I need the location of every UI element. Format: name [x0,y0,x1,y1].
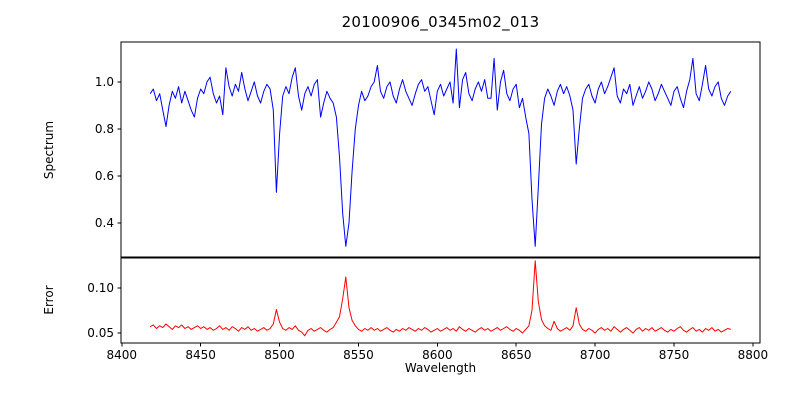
x-tick-label: 8500 [264,348,295,362]
axes-frames [120,41,761,344]
x-axis-label: Wavelength [404,361,477,375]
spectrum-line [149,48,732,247]
y-axis-label-error: Error [42,285,56,315]
x-tick-label: 8400 [107,348,138,362]
y-axis-label-spectrum: Spectrum [42,120,56,180]
x-tick-label: 8550 [343,348,374,362]
axes-frame-error [120,257,761,344]
x-tick-label: 8600 [422,348,453,362]
chart-title: 20100906_0345m02_013 [341,13,540,31]
x-tick-label: 8700 [580,348,611,362]
axes-frame-spectrum [120,41,761,259]
y-tick-label-spectrum: 0.8 [95,122,114,136]
x-tick-label: 8450 [185,348,216,362]
y-tick-label-error: 0.05 [87,326,114,340]
y-tick-label-spectrum: 1.0 [95,75,114,89]
x-tick-label: 8750 [659,348,690,362]
x-tick-label: 8650 [501,348,532,362]
x-tick-label: 8800 [738,348,769,362]
y-tick-label-spectrum: 0.6 [95,169,114,183]
axis-tick-labels: 8400 8450 8500 8550 8600 8650 8700 8750 8800 0.4 0… [87,75,768,362]
y-tick-label-spectrum: 0.4 [95,216,114,230]
y-tick-label-error: 0.10 [87,281,114,295]
error-line [149,260,731,337]
axis-ticks [117,81,754,347]
data-lines [149,48,732,337]
